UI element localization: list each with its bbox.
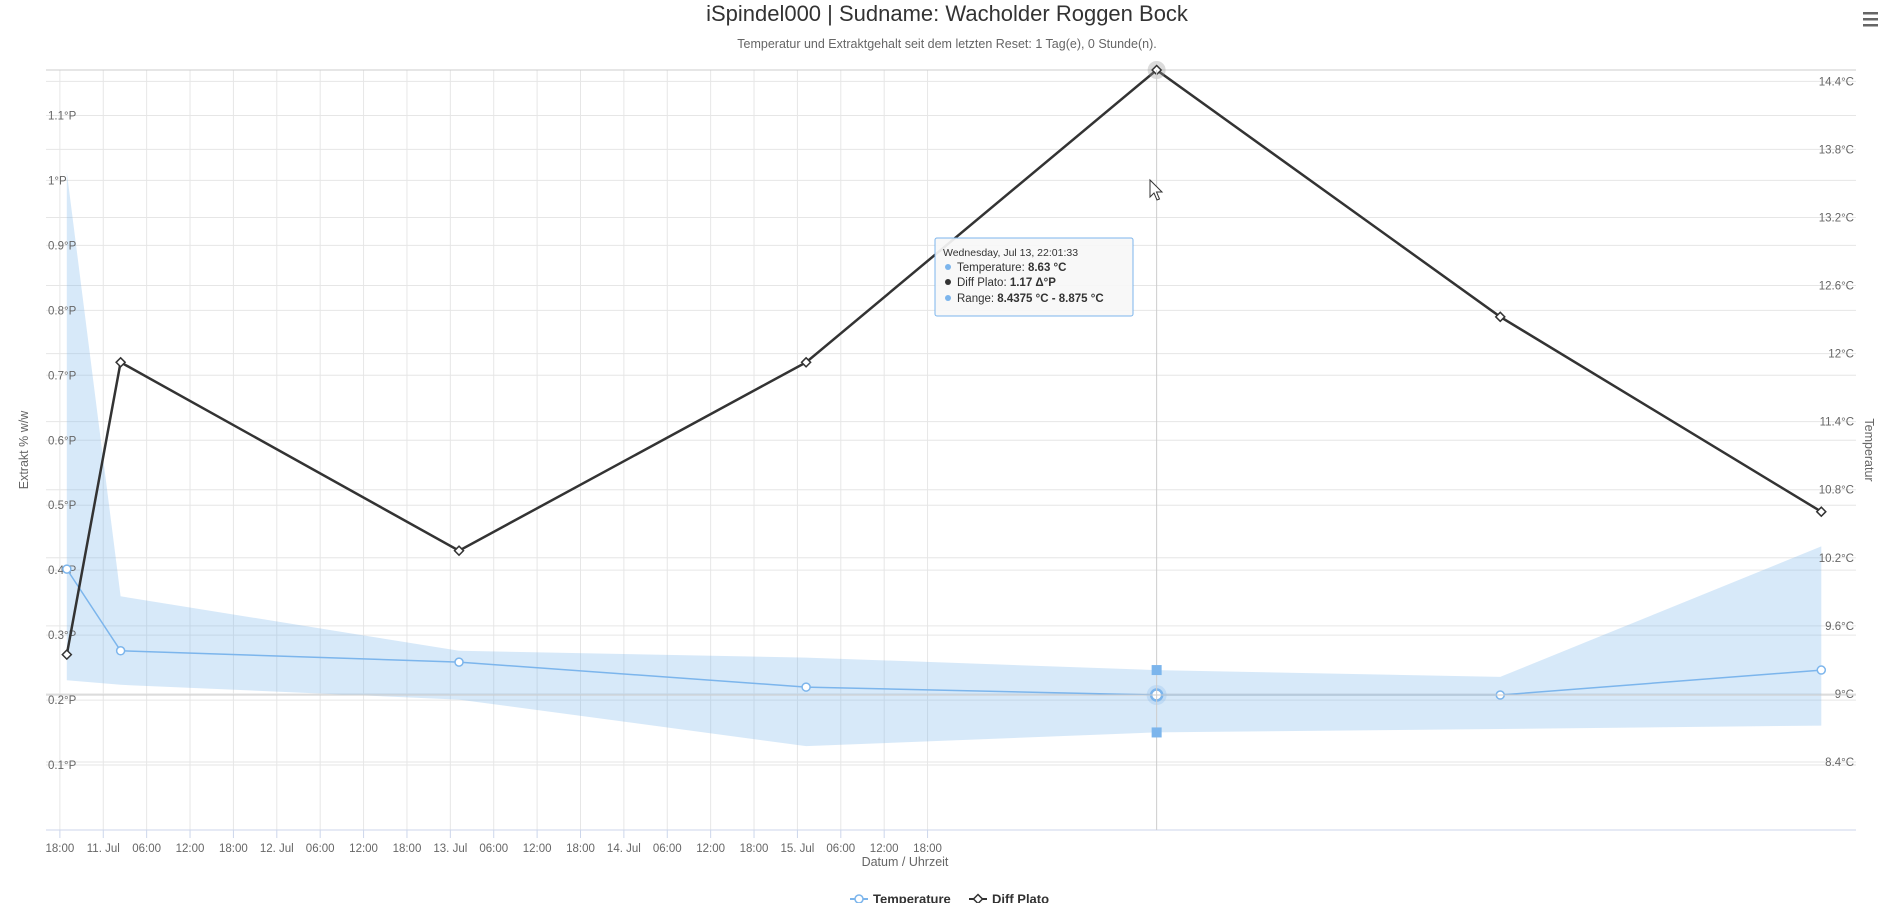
y-right-tick-label: 12°C [1828,349,1854,361]
x-tick-label: 12:00 [523,843,552,855]
legend-item-temperature[interactable]: Temperature [850,892,951,903]
diff-plato-point[interactable] [453,545,465,557]
tooltip: Wednesday, Jul 13, 22:01:33 Temperature:… [934,237,1134,317]
diff-plato-point[interactable] [61,649,73,661]
tooltip-temperature-value: 8.63 °C [1028,262,1066,274]
diff-plato-point[interactable] [115,356,127,368]
x-axis-title: Datum / Uhrzeit [862,855,949,869]
y-left-tick-label: 0.3°P [48,630,77,642]
x-axis: 18:00 11. Jul 06:00 12:00 18:00 12. Jul 06:00 1… [45,829,1856,855]
tooltip-temperature-row: Temperature: 8.63 °C [957,262,1066,274]
x-tick-label: 12:00 [176,843,205,855]
y-left-tick-label: 0.1°P [48,760,77,772]
x-tick-label: 18:00 [566,843,595,855]
legend-temperature-label: Temperature [873,892,951,903]
x-tick-label: 12:00 [870,843,899,855]
x-tick-label: 11. Jul [87,843,120,855]
y-left-tick-label: 1.1°P [48,110,77,122]
y-right-tick-label: 12.6°C [1819,281,1854,293]
x-tick-label: 12:00 [696,843,725,855]
x-tick-label: 18:00 [45,843,74,855]
tooltip-diff-value: 1.17 Δ°P [1010,277,1056,289]
tooltip-temperature-dot [945,264,951,270]
tooltip-range-label: Range [957,293,991,305]
x-tick-label: 14. Jul [607,843,641,855]
x-tick-label: 06:00 [653,843,682,855]
x-tick-label: 06:00 [306,843,335,855]
tooltip-header: Wednesday, Jul 13, 22:01:33 [943,247,1078,259]
tooltip-range-value: 8.4375 °C - 8.875 °C [997,293,1103,305]
x-tick-label: 18:00 [219,843,248,855]
tooltip-range-dot [945,295,951,301]
x-tick-label: 18:00 [740,843,769,855]
y-left-tick-label: 0.7°P [48,370,77,382]
y-left-tick-label: 0.6°P [48,435,77,447]
hamburger-icon-line-3 [1863,24,1878,27]
temperature-range-area [66,172,1822,747]
x-tick-label: 15. Jul [780,843,814,855]
temperature-point[interactable] [454,657,464,667]
y-left-tick-label: 0.8°P [48,305,77,317]
x-tick-label: 12. Jul [260,843,294,855]
y-right-tick-label: 13.8°C [1819,144,1854,156]
vertical-gridlines [59,70,929,830]
chart-title: iSpindel000 | Sudname: Wacholder Roggen … [706,1,1189,26]
chart-subtitle: Temperatur und Extraktgehalt seit dem le… [737,37,1156,51]
x-tick-label: 06:00 [479,843,508,855]
y-right-tick-label: 9.6°C [1825,621,1854,633]
temperature-range-band [66,172,1822,747]
y-right-tick-label: 14.4°C [1819,76,1854,88]
tooltip-box [934,237,1134,317]
legend-temperature-marker [854,894,864,903]
x-tick-label: 06:00 [826,843,855,855]
legend-item-diff-plato[interactable]: Diff Plato [969,892,1049,903]
y-right-tick-label: 11.4°C [1820,417,1854,429]
diff-plato-point[interactable] [1815,506,1827,518]
tooltip-diff-row: Diff Plato: 1.17 Δ°P [957,277,1056,289]
tooltip-temperature-label: Temperature [957,262,1022,274]
diff-plato-point[interactable] [1494,311,1506,323]
x-tick-label: 12:00 [349,843,378,855]
y-left-tick-label: 0.4°P [48,565,77,577]
legend-diff-plato-marker [972,893,984,903]
tooltip-diff-label: Diff Plato [957,277,1003,289]
cursor-arrow [1149,178,1164,201]
legend: Temperature Diff Plato [850,892,1049,903]
x-tick-label: 18:00 [393,843,422,855]
y-axis-left-title: Extrakt % w/w [17,410,31,489]
chart-menu-button[interactable] [1858,8,1882,30]
y-right-tick-label: 8.4°C [1825,757,1854,769]
diff-plato-point[interactable] [800,356,812,368]
y-left-tick-label: 0.9°P [48,240,77,252]
tooltip-range-row: Range: 8.4375 °C - 8.875 °C [957,293,1104,305]
y-axis-right-title: Temperatur [1862,418,1876,481]
hamburger-icon-line-1 [1863,12,1878,15]
y-left-tick-label: 1°P [48,175,67,187]
x-tick-label: 18:00 [913,843,942,855]
y-right-tick-label: 13.2°C [1819,212,1854,224]
y-left-tick-label: 0.5°P [48,500,77,512]
range-high-handle [1151,665,1162,676]
temperature-point[interactable] [62,564,72,574]
y-left-tick-label: 0.2°P [48,695,77,707]
y-right-tick-label: 10.2°C [1819,553,1854,565]
x-tick-label: 13. Jul [433,843,467,855]
mouse-cursor-icon [1149,178,1164,201]
legend-diff-plato-label: Diff Plato [992,892,1049,903]
y-right-tick-label: 10.8°C [1819,485,1854,497]
tooltip-diff-dot [945,279,951,285]
x-tick-label: 06:00 [132,843,161,855]
temperature-point[interactable] [115,646,126,656]
range-low-handle [1151,727,1162,738]
temperature-point[interactable] [1816,665,1827,675]
hamburger-icon-line-2 [1863,18,1878,21]
temperature-point[interactable] [801,682,811,692]
